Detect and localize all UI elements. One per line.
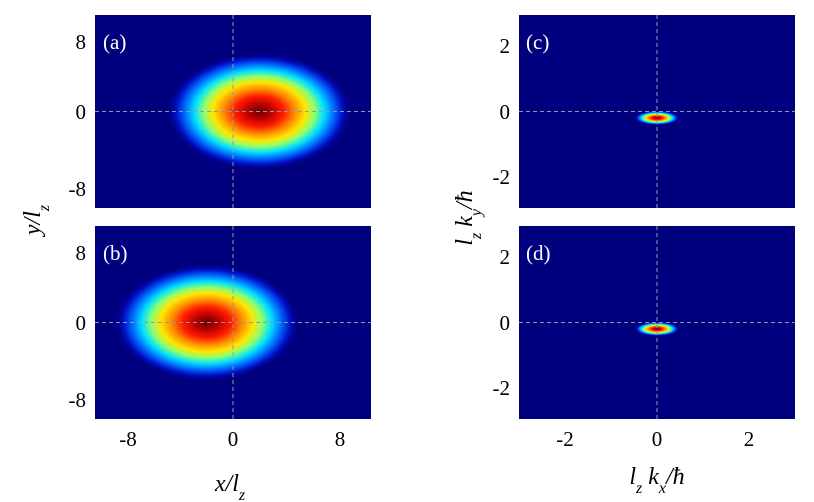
panel-c-ytick-2: 2: [500, 34, 511, 58]
panel-b-xtick-8: 8: [335, 427, 346, 451]
panel-b-label: (b): [103, 241, 128, 265]
panel-b-xtick-0: 0: [228, 427, 239, 451]
panel-d-xtick-0: 0: [652, 427, 663, 451]
left-y-axis-label: y/lz: [20, 204, 53, 237]
panel-a-ytick-0: 0: [76, 100, 87, 124]
panel-b-ytick-8: 8: [76, 241, 87, 265]
panel-b-density-peak: [114, 263, 300, 382]
panel-b-xtick-minus8: -8: [119, 427, 137, 451]
panel-d-xtick-minus2: -2: [556, 427, 574, 451]
panel-c-ytick-minus2: -2: [493, 165, 511, 189]
panel-a: (a) 8 0 -8: [69, 15, 371, 208]
panel-a-label: (a): [103, 30, 126, 54]
panel-a-ytick-minus8: -8: [69, 177, 87, 201]
panel-c-label: (c): [526, 30, 549, 54]
panel-c-density-peak: [634, 110, 680, 126]
panel-b-ytick-minus8: -8: [69, 388, 87, 412]
panel-c-ytick-0: 0: [500, 100, 511, 124]
panel-d-density-peak: [634, 321, 680, 337]
panel-c: (c) 2 0 -2: [493, 15, 795, 208]
panel-d-label: (d): [526, 241, 551, 265]
right-x-axis-label: lz kx/ħ: [629, 464, 684, 497]
panel-b-ytick-0: 0: [76, 311, 87, 335]
right-y-axis-label: lz ky/ħ: [452, 190, 485, 245]
panel-d-xtick-2: 2: [744, 427, 755, 451]
panel-d: (d) 2 0 -2 -2 0 2: [493, 226, 795, 451]
left-x-axis-label: x/lz: [214, 471, 246, 502]
panel-d-ytick-minus2: -2: [493, 376, 511, 400]
panel-a-ytick-8: 8: [76, 30, 87, 54]
panel-d-ytick-2: 2: [500, 245, 511, 269]
panel-d-ytick-0: 0: [500, 311, 511, 335]
panel-b: (b) 8 0 -8 -8 0 8: [69, 226, 371, 451]
